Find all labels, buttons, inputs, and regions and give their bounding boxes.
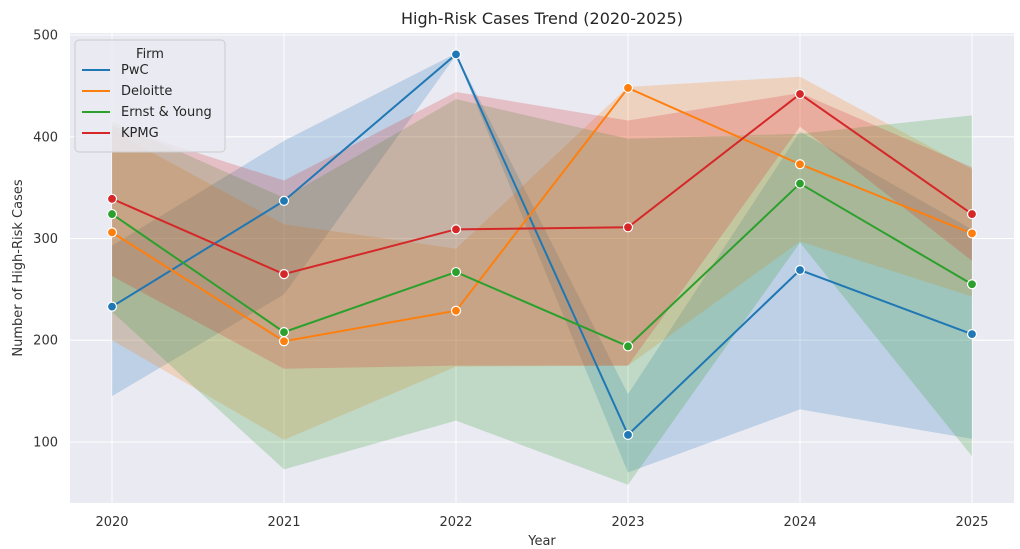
ernst-young-line xyxy=(111,182,973,348)
x-tick-label: 2024 xyxy=(783,515,816,530)
y-tick-label: 300 xyxy=(33,232,58,247)
pwc-point xyxy=(450,49,462,60)
kpmg-point xyxy=(106,193,118,204)
series-markers xyxy=(106,49,978,440)
tick-labels: 2020 2021 2022 2023 2024 2025 100 200 300 400 500 xyxy=(33,29,988,530)
pwc-point xyxy=(622,429,634,440)
deloitte-line xyxy=(111,86,973,343)
deloitte-legend-label: Deloitte xyxy=(121,84,172,99)
ernst-young-point xyxy=(278,326,290,338)
chart-title: High-Risk Cases Trend (2020-2025) xyxy=(401,9,683,28)
kpmg-point xyxy=(794,88,806,100)
deloitte-point xyxy=(794,159,806,170)
plot-area xyxy=(70,33,1014,503)
ernst-young-point xyxy=(966,279,978,290)
pwc-point xyxy=(794,264,806,276)
x-tick-label: 2020 xyxy=(95,515,128,530)
ernst-young-legend-label: Ernst & Young xyxy=(121,105,212,120)
kpmg-legend-label: KPMG xyxy=(121,126,159,141)
x-axis-label: Year xyxy=(527,534,556,549)
y-tick-label: 500 xyxy=(33,29,58,44)
y-tick-label: 400 xyxy=(33,130,58,145)
y-tick-label: 100 xyxy=(33,435,58,450)
kpmg-point xyxy=(966,208,978,220)
deloitte-point xyxy=(450,305,462,316)
pwc-point xyxy=(966,329,978,340)
pwc-point xyxy=(106,301,118,312)
x-tick-label: 2022 xyxy=(439,515,472,530)
x-tick-label: 2025 xyxy=(955,515,988,530)
pwc-legend-label: PwC xyxy=(121,63,149,78)
ernst-young-point xyxy=(450,266,462,278)
deloitte-point xyxy=(106,227,118,238)
deloitte-band xyxy=(112,76,972,440)
x-tick-label: 2021 xyxy=(267,515,300,530)
y-tick-label: 200 xyxy=(33,334,58,349)
ernst-young-point xyxy=(794,178,806,189)
deloitte-point xyxy=(966,228,978,239)
deloitte-point xyxy=(622,82,634,94)
pwc-line xyxy=(111,52,973,437)
legend-title: Firm xyxy=(136,47,164,62)
kpmg-point xyxy=(450,224,462,235)
kpmg-point xyxy=(278,269,290,280)
legend-box xyxy=(74,39,226,153)
kpmg-point xyxy=(622,222,634,233)
series-lines xyxy=(111,52,973,437)
pwc-point xyxy=(278,195,290,206)
kpmg-line xyxy=(111,92,973,276)
deloitte-point xyxy=(278,336,290,347)
ernst-young-point xyxy=(622,341,634,352)
kpmg-band xyxy=(112,92,972,369)
confidence-bands xyxy=(112,53,972,485)
y-axis-label: Number of High-Risk Cases xyxy=(11,179,26,356)
ernst-young-point xyxy=(106,208,118,220)
pwc-band xyxy=(112,53,972,473)
ernst-young-band xyxy=(112,99,972,485)
x-tick-label: 2023 xyxy=(611,515,644,530)
